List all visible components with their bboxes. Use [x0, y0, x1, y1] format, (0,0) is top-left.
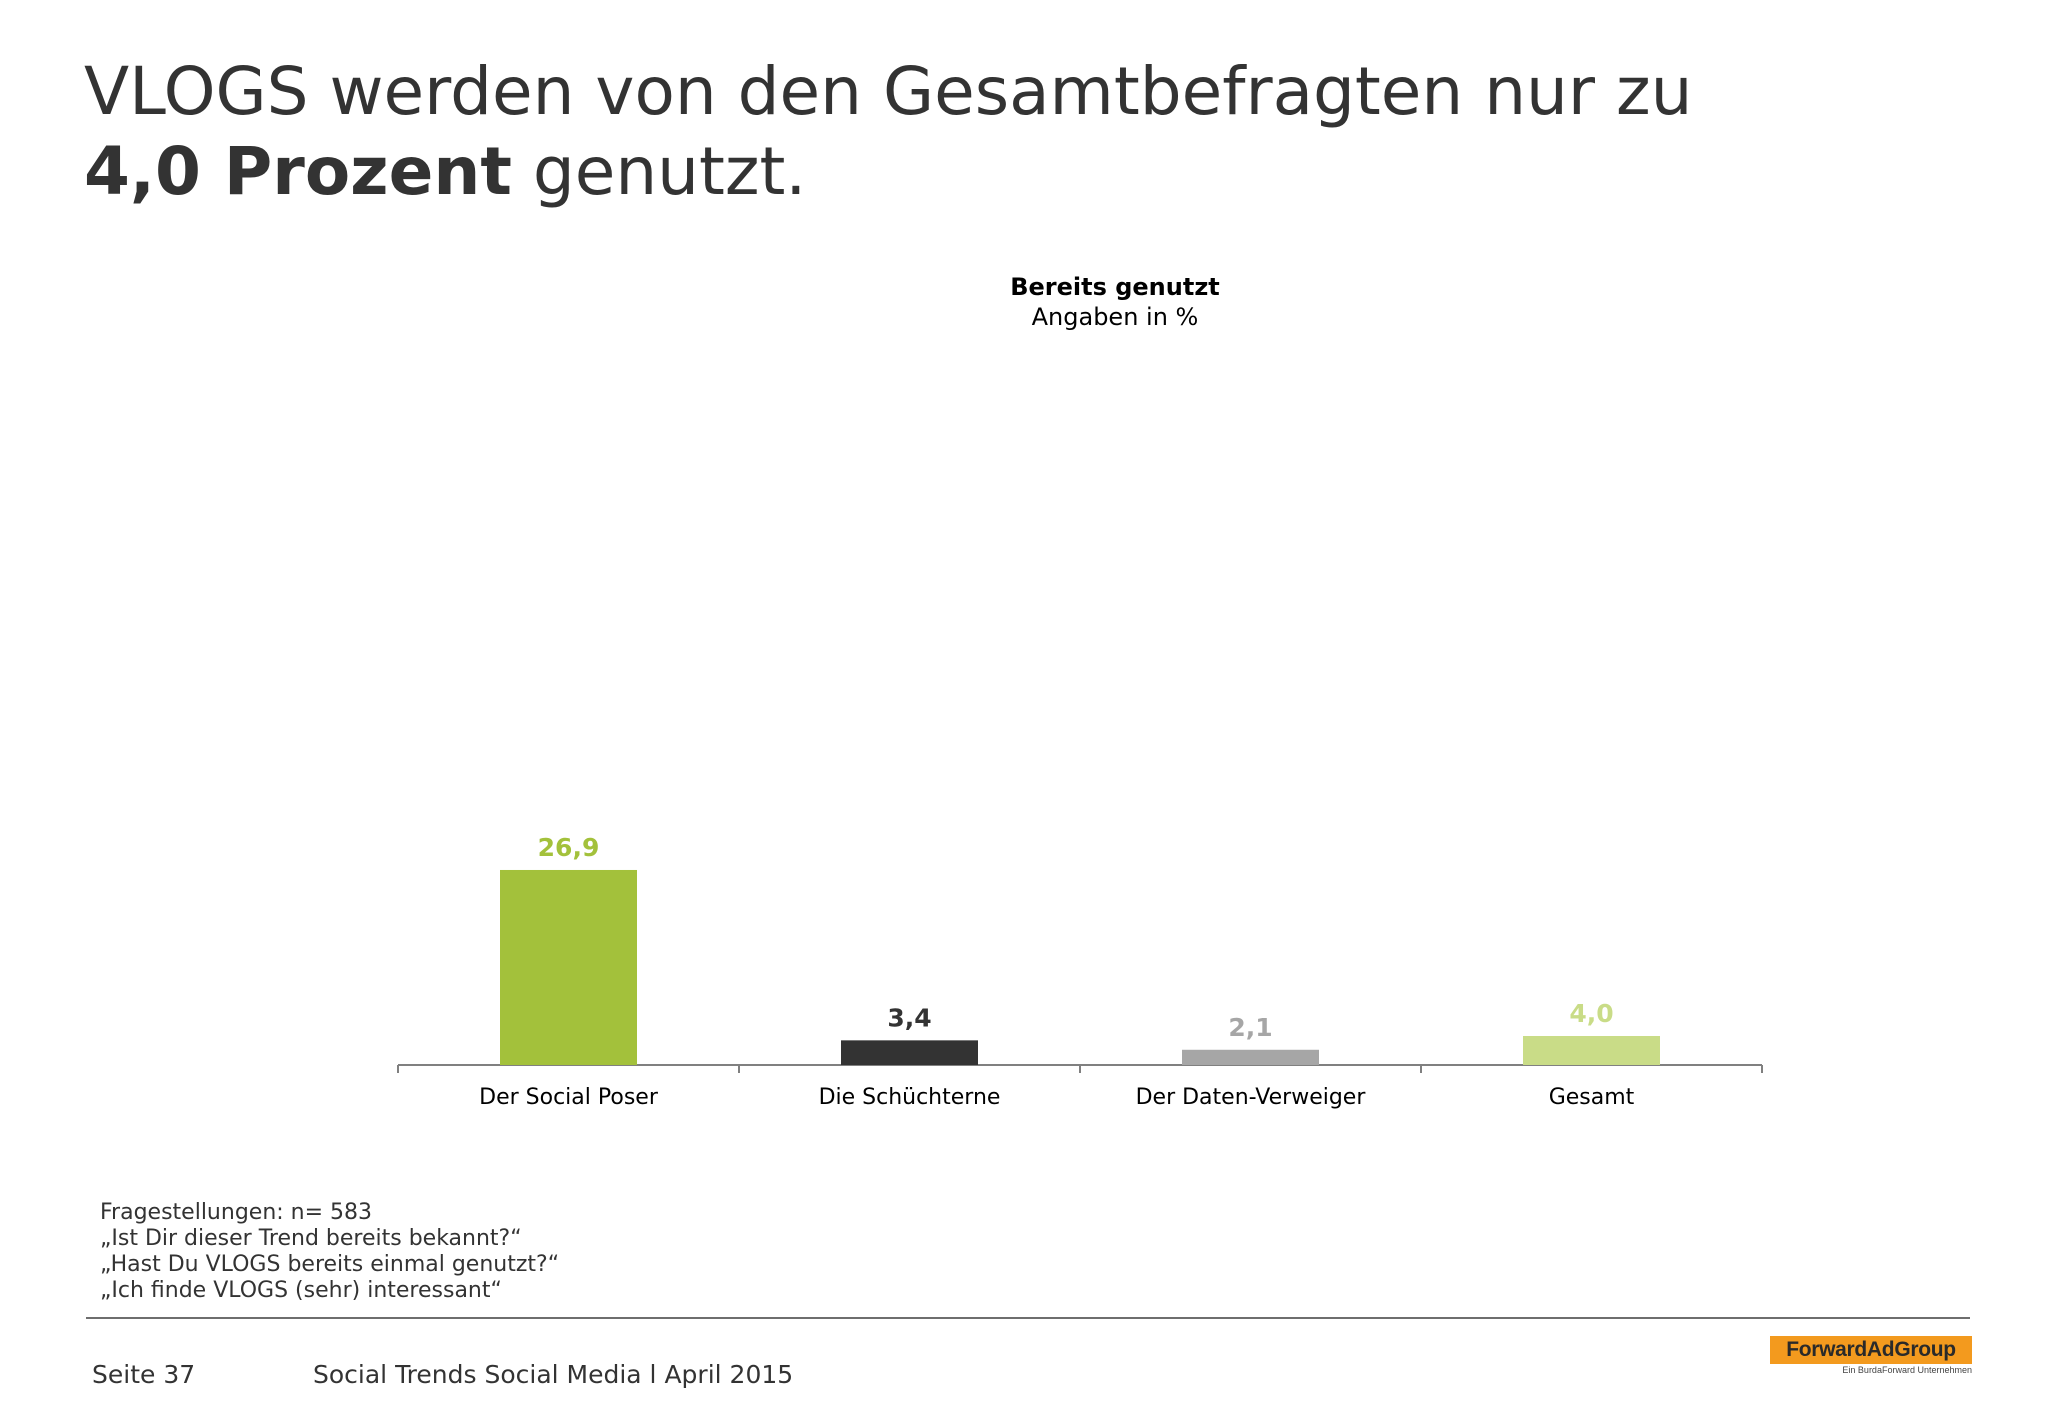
footer-divider	[86, 1317, 1970, 1319]
forwardadgroup-logo: ForwardAdGroup	[1770, 1336, 1972, 1364]
data-label: 4,0	[1569, 999, 1613, 1028]
data-label: 3,4	[887, 1003, 931, 1032]
question-notes: Fragestellungen: n= 583 „Ist Dir dieser …	[100, 1200, 559, 1304]
logo-tagline: Ein BurdaForward Unternehmen	[1842, 1365, 1972, 1375]
headline-line1: VLOGS werden von den Gesamtbefragten nur…	[84, 53, 1693, 130]
data-label: 26,9	[538, 833, 600, 862]
bar	[500, 869, 637, 1065]
category-label: Der Social Poser	[479, 1085, 659, 1110]
note-line: „Ich finde VLOGS (sehr) interessant“	[100, 1278, 502, 1303]
page-number: Seite 37	[92, 1360, 196, 1389]
chart-title: Bereits genutzt	[1010, 273, 1220, 301]
category-label: Der Daten-Verweiger	[1136, 1085, 1367, 1110]
logo-brand: ForwardAdGroup	[1786, 1338, 1956, 1361]
chart-subtitle: Angaben in %	[1031, 303, 1199, 331]
headline-highlight: 4,0 Prozent	[84, 133, 512, 210]
category-label: Die Schüchterne	[819, 1085, 1001, 1110]
note-line: „Hast Du VLOGS bereits einmal genutzt?“	[100, 1252, 560, 1277]
bar	[1523, 1036, 1660, 1065]
chart-title-block: Bereits genutzt Angaben in %	[0, 272, 2048, 332]
footer-source: Social Trends Social Media l April 2015	[313, 1360, 794, 1389]
bar	[841, 1040, 978, 1065]
headline-line2-rest: genutzt.	[511, 133, 807, 210]
category-label: Gesamt	[1549, 1085, 1635, 1110]
bar	[1182, 1049, 1319, 1065]
note-line: Fragestellungen: n= 583	[100, 1200, 373, 1225]
note-line: „Ist Dir dieser Trend bereits bekannt?“	[100, 1226, 522, 1251]
headline: VLOGS werden von den Gesamtbefragten nur…	[84, 52, 1692, 212]
data-label: 2,1	[1228, 1013, 1272, 1042]
